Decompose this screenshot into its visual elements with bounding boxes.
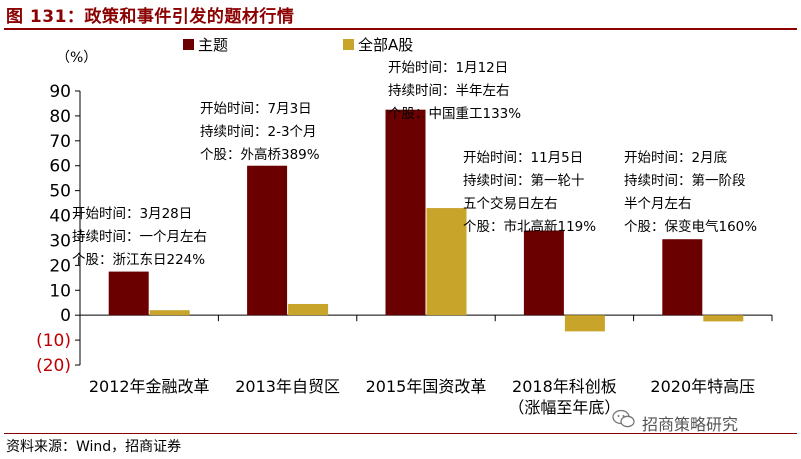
source-note: 资料来源：Wind，招商证券 (6, 439, 182, 455)
annotation-text: 开始时间：2月底 (624, 150, 727, 166)
bar-theme (108, 271, 149, 316)
x-tick-label: 2012年金融改革 (89, 377, 210, 396)
bar-theme (662, 239, 703, 316)
y-tick-label: 40 (49, 207, 71, 227)
annotation-text: 开始时间：7月3日 (200, 101, 312, 117)
bar-market (288, 303, 329, 316)
legend-swatch-market (343, 39, 354, 50)
annotation-text: 持续时间：第一阶段 (624, 172, 746, 189)
y-tick-label: 90 (49, 82, 71, 102)
annotation-text: 半个月左右 (624, 196, 692, 212)
y-tick-label: 10 (49, 281, 71, 301)
annotation-text: 持续时间：一个月左右 (72, 229, 207, 245)
y-tick-label: 20 (49, 256, 71, 276)
annotation-text: 个股：市北高新119% (463, 218, 596, 235)
bar-theme (523, 230, 564, 316)
y-tick-label: (10) (36, 331, 71, 351)
source-rule (4, 433, 797, 434)
annotation-text: 个股：中国重工133% (388, 106, 521, 122)
bar-theme (385, 109, 426, 316)
annotation-text: 个股：外高桥389% (200, 146, 320, 163)
annotation-text: 持续时间：第一轮十 (463, 172, 585, 189)
legend-swatch-theme (183, 39, 194, 50)
x-tick-label: （涨幅至年底） (508, 398, 620, 417)
watermark: 招商策略研究 (642, 415, 739, 434)
x-tick-label: 2013年自贸区 (235, 377, 340, 396)
x-tick-label: 2015年国资改革 (366, 377, 487, 396)
annotation-text: 个股：浙江东日224% (72, 252, 205, 268)
annotation-text: 五个交易日左右 (463, 195, 558, 212)
bar-market (426, 208, 467, 316)
figure-title: 图 131：政策和事件引发的题材行情 (6, 7, 295, 27)
y-tick-label: (20) (36, 356, 71, 376)
title-rule (4, 28, 797, 30)
y-tick-label: 60 (49, 157, 71, 177)
y-unit-label: （%） (56, 50, 97, 66)
bar-market (564, 315, 605, 332)
legend-label: 全部A股 (358, 36, 413, 54)
annotation-text: 开始时间：3月28日 (72, 206, 192, 222)
annotation-text: 开始时间：11月5日 (463, 150, 583, 166)
y-tick-label: 0 (60, 306, 71, 326)
y-tick-label: 50 (49, 182, 71, 202)
annotation-text: 开始时间：1月12日 (388, 60, 508, 76)
wechat-icon (612, 409, 635, 428)
annotation-text: 持续时间：半年左右 (388, 83, 510, 99)
y-tick-label: 70 (49, 132, 71, 152)
bar-market (149, 310, 190, 316)
annotation-text: 持续时间：2-3个月 (200, 124, 317, 140)
x-tick-label: 2020年特高压 (650, 377, 755, 396)
legend-label: 主题 (198, 36, 228, 54)
y-tick-label: 80 (49, 107, 71, 127)
x-tick-label: 2018年科创板 (512, 377, 617, 396)
annotation-text: 个股：保变电气160% (624, 219, 757, 235)
bar-market (703, 315, 744, 322)
y-tick-label: 30 (49, 231, 71, 251)
bar-theme (247, 165, 288, 316)
